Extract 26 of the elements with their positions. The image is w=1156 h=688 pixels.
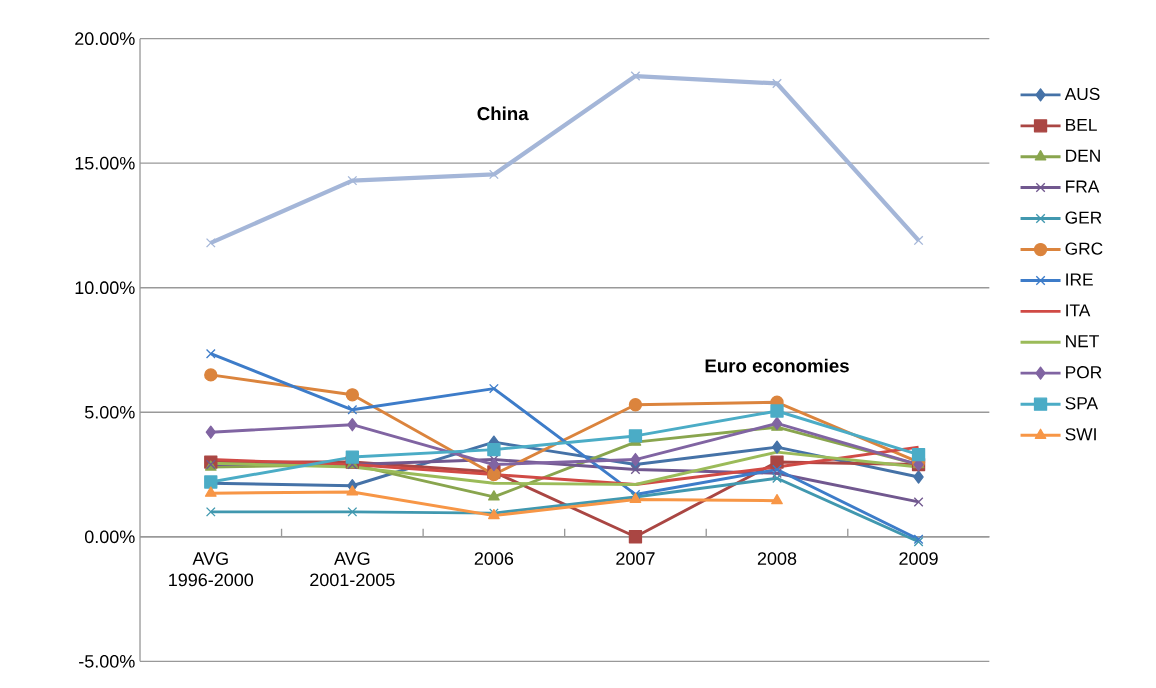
annotation: Euro economies: [705, 358, 849, 373]
legend-label: NET: [1066, 335, 1099, 348]
x-tick-label: AVG 1996-2000: [169, 552, 254, 587]
y-tick-label: 10.00%: [75, 281, 135, 295]
legend-label: GRC: [1065, 242, 1103, 255]
y-tick-label: 5.00%: [84, 405, 135, 419]
legend-label: GER: [1065, 211, 1102, 224]
legend-label: FRA: [1066, 180, 1100, 193]
legend-label: BEL: [1066, 118, 1097, 131]
legend-label: IRE: [1066, 273, 1093, 286]
legend-label: AUS: [1064, 87, 1100, 101]
y-tick-label: -5.00%: [79, 654, 135, 668]
x-tick-label: 2009: [899, 552, 938, 565]
legend-label: SPA: [1065, 397, 1099, 410]
legend-label: DEN: [1066, 149, 1100, 162]
y-tick-label: 15.00%: [75, 156, 135, 170]
legend-label: POR: [1066, 366, 1102, 379]
x-tick-label: AVG 2001-2005: [310, 552, 395, 587]
legend-label: ITA: [1066, 304, 1091, 317]
y-tick-label: 20.00%: [75, 32, 135, 46]
annotation: China: [477, 106, 529, 121]
x-tick-label: 2008: [757, 552, 797, 565]
legend-label: SWI: [1065, 428, 1096, 441]
x-tick-label: 2007: [616, 552, 655, 565]
y-tick-label: 0.00%: [84, 530, 135, 544]
x-tick-label: 2006: [474, 552, 514, 565]
